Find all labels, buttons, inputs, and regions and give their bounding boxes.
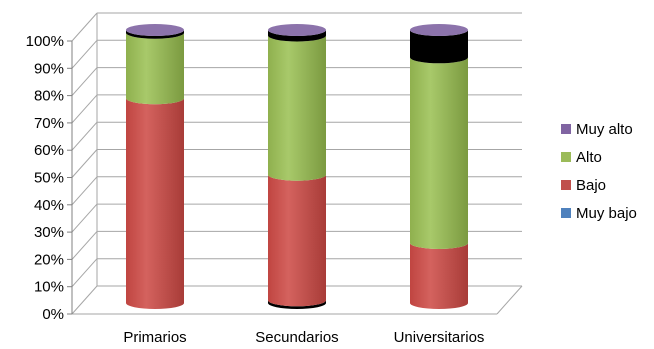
bar-segment-bajo — [410, 242, 468, 309]
legend-label: Muy alto — [576, 121, 633, 138]
gridline-diagonal — [71, 12, 98, 42]
gridline-diagonal — [71, 285, 98, 315]
gridline-diagonal — [71, 203, 98, 233]
bar-top-cap — [126, 24, 184, 36]
gridline-diagonal — [71, 258, 98, 288]
bar-segment-muy-alto — [268, 30, 326, 42]
y-tick-label: 40% — [34, 197, 64, 214]
bar-segment-bajo — [126, 98, 184, 309]
y-tick-label: 10% — [34, 279, 64, 296]
y-axis: 0% 10% 20% 30% 40% 50% 60% 70% 80% 90% 100% — [26, 33, 73, 323]
y-tick-label: 100% — [26, 33, 64, 50]
y-tick-label: 30% — [34, 224, 64, 241]
y-tick-label: 90% — [34, 60, 64, 77]
legend-label: Muy bajo — [576, 205, 637, 222]
bar-segment-alto — [268, 35, 326, 181]
y-tick-label: 50% — [34, 170, 64, 187]
x-tick-label: Primarios — [123, 329, 186, 346]
x-tick-label: Secundarios — [255, 329, 338, 346]
bar-stack-secundarios — [268, 24, 326, 309]
y-tick-label: 20% — [34, 251, 64, 268]
bar-segment-muy-bajo — [268, 300, 326, 309]
bar-segment-muy-alto — [126, 30, 184, 39]
bars — [126, 24, 468, 309]
y-tick-label: 70% — [34, 115, 64, 132]
x-tick-label: Universitarios — [394, 329, 485, 346]
legend-swatch — [561, 124, 571, 134]
y-tick-label: 60% — [34, 142, 64, 159]
legend: Muy alto Alto Bajo Muy bajo — [561, 121, 637, 222]
y-tick-label: 80% — [34, 88, 64, 105]
legend-swatch — [561, 208, 571, 218]
gridline-diagonal — [71, 94, 98, 124]
gridline-diagonal — [71, 121, 98, 151]
bar-stack-primarios — [126, 24, 184, 309]
gridline-diagonal — [71, 39, 98, 69]
gridline-diagonal — [71, 176, 98, 206]
gridline-diagonal — [71, 231, 98, 260]
floor-right-edge — [496, 285, 523, 315]
legend-swatch — [561, 152, 571, 162]
legend-label: Alto — [576, 149, 602, 166]
x-axis-labels: Primarios Secundarios Universitarios — [123, 329, 484, 346]
gridline-diagonal — [71, 67, 98, 96]
bar-segment-alto — [126, 32, 184, 105]
bar-top-cap — [410, 24, 468, 36]
legend-label: Bajo — [576, 177, 606, 194]
bar-segment-alto — [410, 57, 468, 249]
bar-stack-universitarios — [410, 24, 468, 309]
gridline-diagonal — [71, 149, 98, 178]
bar-segment-muy-alto — [410, 30, 468, 64]
legend-swatch — [561, 180, 571, 190]
bar-top-cap — [268, 24, 326, 36]
y-tick-label: 0% — [42, 306, 64, 323]
bar-segment-bajo — [268, 174, 326, 307]
